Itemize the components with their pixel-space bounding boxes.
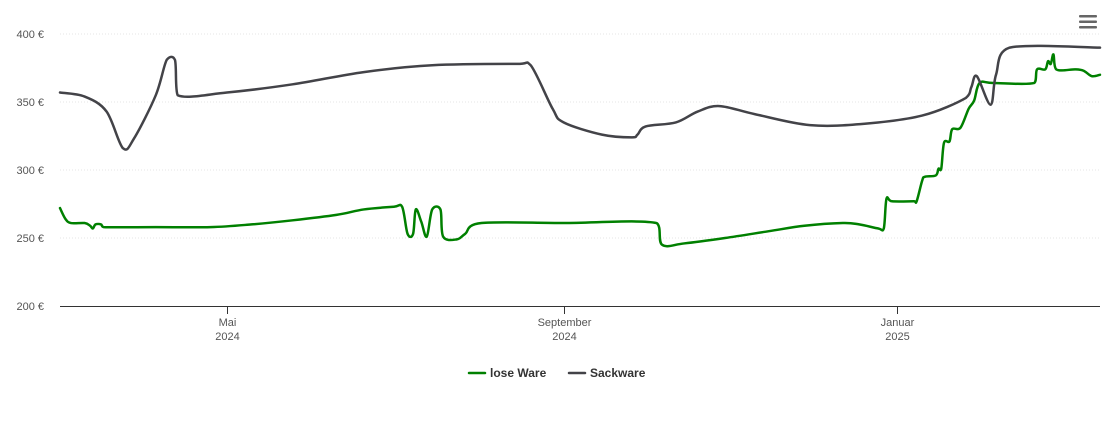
legend-item-lose-ware[interactable]: lose Ware — [467, 366, 547, 380]
x-tick-label: September — [538, 317, 592, 329]
y-tick-label: 300 € — [16, 165, 44, 177]
x-tick-label: Mai — [219, 317, 237, 329]
x-tick-label: Januar — [881, 317, 915, 329]
y-tick-label: 350 € — [16, 97, 44, 109]
axis-layer: 200 € 250 € 300 € 350 € 400 € Mai 2024 Septembe… — [16, 29, 1100, 343]
x-tick-year-label: 2024 — [215, 331, 239, 343]
menu-icon-bar-middle — [1079, 20, 1097, 23]
legend-label: Sackware — [590, 366, 646, 380]
y-tick-label: 200 € — [16, 301, 44, 313]
y-tick-label: 250 € — [16, 233, 44, 245]
legend-label: lose Ware — [490, 366, 547, 380]
hamburger-menu-icon[interactable] — [1079, 15, 1097, 29]
x-tick-year-label: 2025 — [885, 331, 909, 343]
series-line-lose-ware — [58, 53, 1102, 248]
y-tick-label: 400 € — [16, 29, 44, 41]
legend[interactable]: lose Ware Sackware — [467, 366, 646, 380]
legend-item-sackware[interactable]: Sackware — [567, 366, 646, 380]
series-line-sackware — [58, 44, 1102, 151]
x-tick-year-label: 2024 — [552, 331, 576, 343]
grid-layer — [60, 33, 1100, 239]
series-layer — [58, 44, 1102, 248]
menu-icon-bar-bottom — [1079, 26, 1097, 29]
menu-icon-bar-top — [1079, 15, 1097, 18]
